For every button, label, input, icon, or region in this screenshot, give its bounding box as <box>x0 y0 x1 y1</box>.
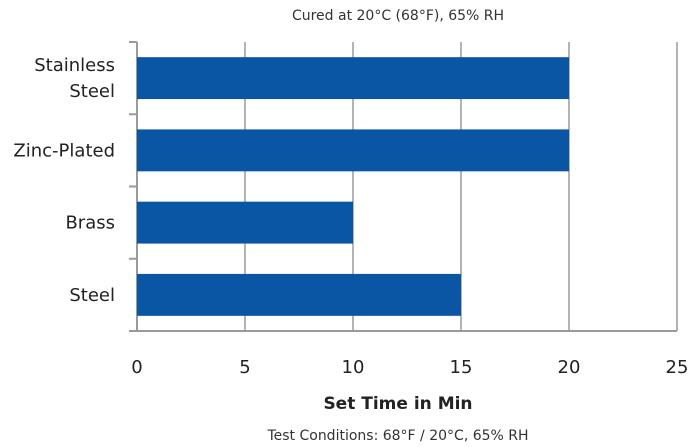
bar-1 <box>137 129 569 172</box>
x-tick-label: 15 <box>450 357 473 378</box>
x-tick-label: 0 <box>131 357 142 378</box>
category-label: Steel <box>69 81 115 102</box>
footnote: Test Conditions: 68°F / 20°C, 65% RH <box>266 428 528 444</box>
x-tick-labels: 0 5 10 15 20 25 <box>131 357 688 378</box>
x-tick-label: 10 <box>342 357 365 378</box>
category-labels: Stainless Steel Zinc-Plated Brass Steel <box>13 55 115 306</box>
x-tick-label: 20 <box>558 357 581 378</box>
bars <box>137 57 569 316</box>
category-label: Stainless <box>34 55 115 76</box>
bar-0 <box>137 57 569 100</box>
bar-3 <box>137 273 461 316</box>
category-label: Steel <box>69 285 115 306</box>
x-tick-label: 25 <box>666 357 688 378</box>
bar-2 <box>137 201 353 244</box>
x-axis-title: Set Time in Min <box>323 394 472 414</box>
category-label: Brass <box>65 213 115 234</box>
chart-subtitle: Cured at 20°C (68°F), 65% RH <box>292 8 504 24</box>
category-label: Zinc-Plated <box>13 140 115 161</box>
x-tick-label: 5 <box>239 357 250 378</box>
